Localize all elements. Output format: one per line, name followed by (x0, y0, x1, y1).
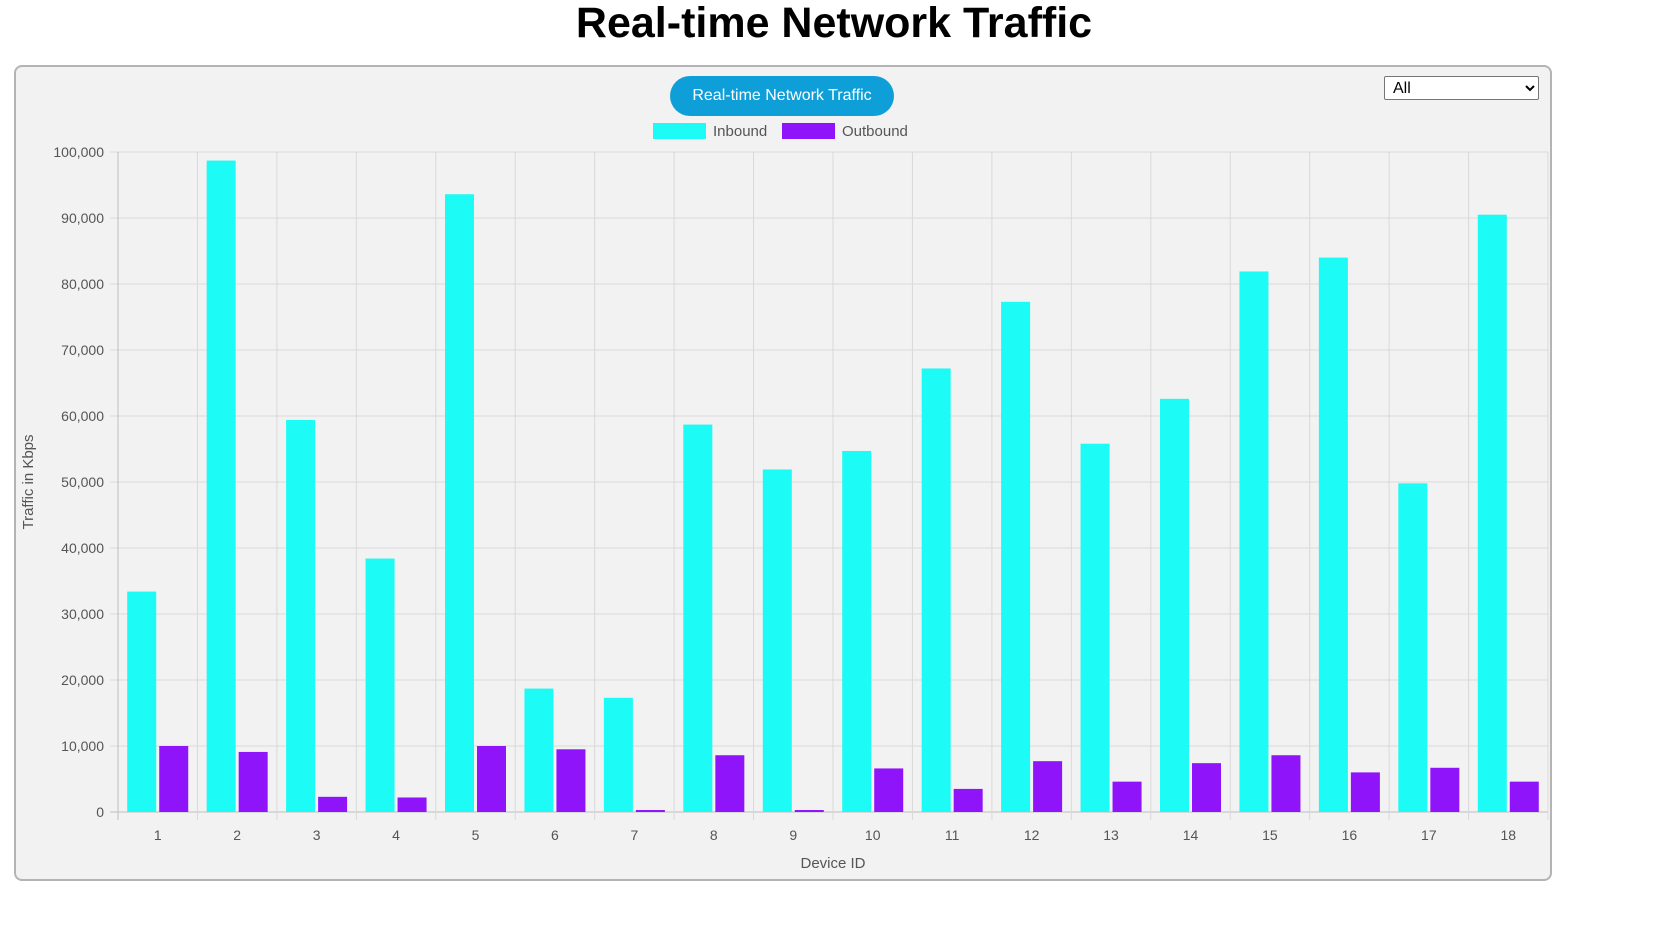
bar-outbound-device-5[interactable] (477, 746, 506, 812)
bar-outbound-device-16[interactable] (1350, 772, 1380, 812)
y-tick-label: 80,000 (61, 276, 104, 292)
bar-inbound-device-15[interactable] (1239, 271, 1269, 813)
bar-outbound-device-12[interactable] (1033, 761, 1063, 812)
bar-inbound-device-14[interactable] (1160, 398, 1189, 812)
x-tick-label: 11 (945, 827, 960, 843)
x-tick-label: 2 (233, 827, 241, 843)
bar-outbound-device-6[interactable] (556, 749, 586, 812)
series-filter-select[interactable]: All (1384, 76, 1539, 100)
x-tick-label: 7 (630, 827, 638, 843)
y-tick-label: 40,000 (61, 540, 104, 556)
bar-outbound-device-4[interactable] (397, 797, 427, 812)
bar-outbound-device-11[interactable] (953, 788, 983, 812)
x-tick-label: 12 (1024, 827, 1040, 843)
bar-inbound-device-5[interactable] (445, 194, 474, 813)
bar-outbound-device-18[interactable] (1509, 781, 1539, 812)
x-tick-label: 5 (472, 827, 480, 843)
bar-inbound-device-8[interactable] (683, 424, 713, 812)
x-tick-label: 17 (1421, 827, 1437, 843)
bar-inbound-device-3[interactable] (286, 419, 316, 812)
bar-inbound-device-6[interactable] (524, 688, 554, 812)
x-tick-label: 9 (789, 827, 797, 843)
legend-label-inbound[interactable]: Inbound (713, 123, 767, 140)
y-tick-label: 60,000 (61, 408, 104, 424)
y-tick-label: 20,000 (61, 672, 104, 688)
x-tick-label: 16 (1342, 827, 1358, 843)
bar-inbound-device-18[interactable] (1477, 214, 1507, 812)
x-tick-label: 18 (1500, 827, 1516, 843)
y-tick-label: 50,000 (61, 474, 104, 490)
x-tick-label: 6 (551, 827, 559, 843)
x-tick-label: 13 (1103, 827, 1119, 843)
x-tick-label: 1 (154, 827, 162, 843)
bar-inbound-device-12[interactable] (1001, 301, 1031, 812)
bar-outbound-device-2[interactable] (238, 751, 268, 812)
bar-inbound-device-2[interactable] (206, 160, 236, 812)
bar-inbound-device-10[interactable] (842, 450, 872, 812)
x-tick-label: 10 (865, 827, 881, 843)
bar-inbound-device-9[interactable] (762, 469, 792, 812)
x-tick-label: 14 (1183, 827, 1199, 843)
y-tick-label: 30,000 (61, 606, 104, 622)
legend-swatch-outbound[interactable] (782, 123, 835, 139)
bar-outbound-device-13[interactable] (1112, 781, 1142, 812)
y-tick-label: 10,000 (61, 738, 104, 754)
y-tick-label: 100,000 (53, 144, 104, 160)
page-title: Real-time Network Traffic (575, 0, 1093, 47)
bar-outbound-device-1[interactable] (159, 746, 189, 812)
legend-label-outbound[interactable]: Outbound (842, 123, 908, 140)
bar-inbound-device-17[interactable] (1398, 483, 1428, 812)
bar-outbound-device-17[interactable] (1430, 767, 1460, 812)
bar-inbound-device-7[interactable] (603, 697, 633, 812)
y-tick-label: 90,000 (61, 210, 104, 226)
y-axis-label: Traffic in Kbps (20, 434, 37, 529)
bar-outbound-device-8[interactable] (715, 755, 745, 812)
bar-inbound-device-11[interactable] (921, 368, 951, 812)
x-axis-label: Device ID (800, 855, 865, 872)
x-tick-label: 15 (1262, 827, 1278, 843)
bar-outbound-device-10[interactable] (874, 768, 904, 812)
bar-inbound-device-13[interactable] (1080, 443, 1110, 812)
bar-inbound-device-4[interactable] (365, 558, 395, 812)
bar-outbound-device-15[interactable] (1271, 755, 1301, 812)
y-tick-label: 70,000 (61, 342, 104, 358)
x-tick-label: 3 (313, 827, 321, 843)
bar-inbound-device-16[interactable] (1318, 257, 1348, 813)
bar-inbound-device-1[interactable] (127, 591, 157, 812)
bar-outbound-device-9[interactable] (794, 810, 824, 812)
legend-swatch-inbound[interactable] (653, 123, 706, 139)
x-tick-label: 4 (392, 827, 400, 843)
y-tick-label: 0 (96, 804, 104, 820)
bar-outbound-device-7[interactable] (635, 810, 665, 812)
x-tick-label: 8 (710, 827, 718, 843)
bar-outbound-device-3[interactable] (318, 796, 348, 812)
bar-outbound-device-14[interactable] (1192, 763, 1221, 812)
chart-title-badge: Real-time Network Traffic (670, 76, 894, 116)
